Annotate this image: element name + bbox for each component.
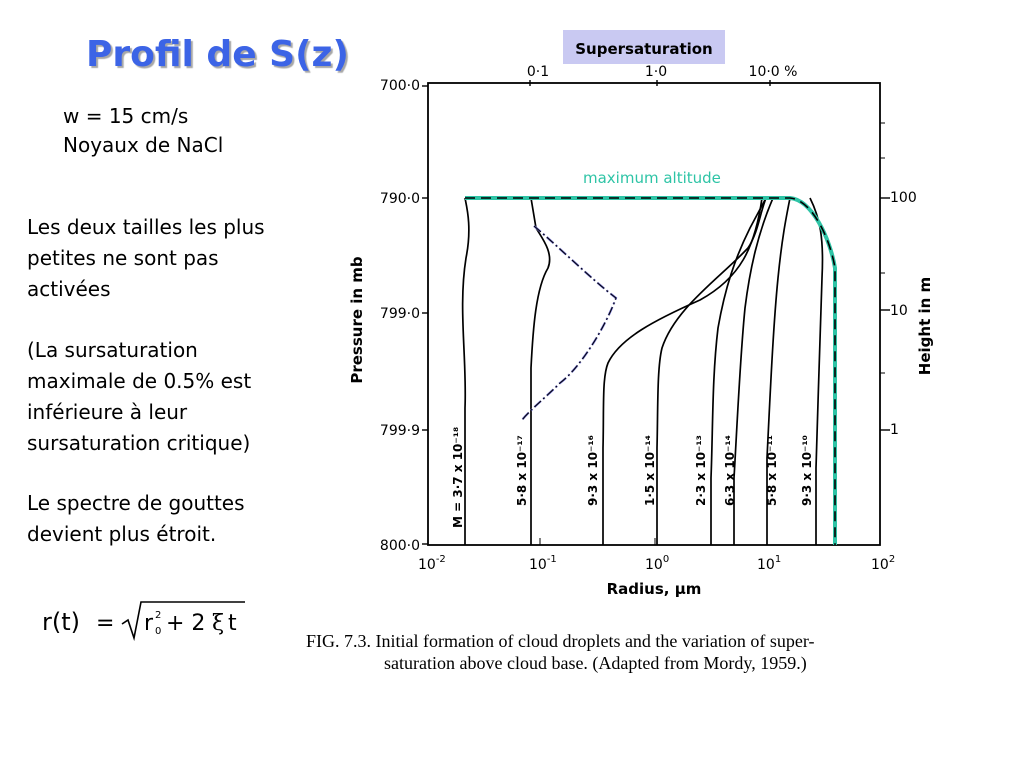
growth-formula: r(t) = r 2 0 + 2 ξ t xyxy=(42,601,245,642)
figure-caption: FIG. 7.3. Initial formation of cloud dro… xyxy=(306,630,1024,674)
x-tick-1-base: 10 xyxy=(529,557,547,573)
x-tick-0-exp: -2 xyxy=(436,554,446,565)
x-tick-4-base: 10 xyxy=(871,557,889,573)
curve-label-1: M = 3·7 x 10⁻¹⁸ xyxy=(451,427,465,528)
svg-text:10-1: 10-1 xyxy=(529,554,557,573)
x-tick-1-exp: -1 xyxy=(547,554,557,565)
supersat-tick-0: 0·1 xyxy=(527,64,549,80)
curve-6 xyxy=(733,197,774,545)
curve-label-2: 5·8 x 10⁻¹⁷ xyxy=(515,435,529,506)
x-axis-label: Radius, μm xyxy=(607,580,702,598)
curve-label-3: 9·3 x 10⁻¹⁶ xyxy=(586,435,600,506)
slide-title: Profil de S(z) xyxy=(86,34,349,75)
right-tick-2: 1 xyxy=(890,422,899,438)
svg-text:101: 101 xyxy=(757,554,781,573)
x-tick-4-exp: 2 xyxy=(889,554,895,565)
sqrt-sign-icon xyxy=(121,601,245,642)
x-tick-2-exp: 0 xyxy=(663,554,669,565)
x-tick-2-base: 10 xyxy=(645,557,663,573)
curve-2 xyxy=(530,197,551,545)
left-axis: 700·0 790·0 799·0 799·9 800·0 xyxy=(380,78,428,554)
curve-1 xyxy=(461,197,470,545)
right-tick-1: 10 xyxy=(890,303,908,319)
right-axis-label: Height in m xyxy=(916,277,934,375)
right-tick-0: 100 xyxy=(890,190,917,206)
formula-sup: 2 xyxy=(155,610,161,621)
parameters-block: w = 15 cm/s Noyaux de NaCl xyxy=(63,102,223,160)
svg-text:102: 102 xyxy=(871,554,895,573)
formula-r: r xyxy=(144,611,154,636)
left-tick-1: 790·0 xyxy=(380,191,420,207)
curve-3 xyxy=(602,197,763,545)
caption-line-2: saturation above cloud base. (Adapted fr… xyxy=(384,653,807,673)
supersaturation-label: Supersaturation xyxy=(575,40,713,58)
supersaturation-curve xyxy=(521,225,618,421)
growth-curves xyxy=(461,197,824,545)
plot-frame xyxy=(427,82,881,546)
curve-label-5: 2·3 x 10⁻¹³ xyxy=(694,435,708,506)
formula-t: t xyxy=(228,611,237,636)
curve-label-4: 1·5 x 10⁻¹⁴ xyxy=(643,435,657,506)
x-tick-3-base: 10 xyxy=(757,557,775,573)
right-axis: 100 10 1 xyxy=(880,122,917,438)
formula-equals: = xyxy=(96,611,114,636)
curve-label-group: M = 3·7 x 10⁻¹⁸ 5·8 x 10⁻¹⁷ 9·3 x 10⁻¹⁶ … xyxy=(451,427,814,528)
note-narrow-spectrum: Le spectre de gouttes devient plus étroi… xyxy=(27,491,245,546)
formula-lhs: r(t) xyxy=(42,608,80,636)
note-critical-supersaturation: (La sursaturation maximale de 0.5% est i… xyxy=(27,338,252,455)
curve-7 xyxy=(766,197,791,545)
note-not-activated: Les deux tailles les plus petites ne son… xyxy=(27,215,265,301)
left-tick-2: 799·0 xyxy=(380,306,420,322)
caption-line-1: FIG. 7.3. Initial formation of cloud dro… xyxy=(306,631,815,651)
curve-5 xyxy=(710,197,767,545)
curve-4 xyxy=(656,197,767,545)
supersaturation-label-box xyxy=(563,30,725,64)
formula-plus-two: + 2 xyxy=(166,611,205,636)
x-tick-3-exp: 1 xyxy=(775,554,781,565)
mordy-figure: Supersaturation 0·1 1·0 10·0 % 700·0 790… xyxy=(348,30,934,598)
curve-label-7: 5·8 x 10⁻¹¹ xyxy=(765,435,779,506)
left-tick-0: 700·0 xyxy=(380,78,420,94)
formula-xi: ξ xyxy=(212,611,224,636)
updraft-speed-text: w = 15 cm/s xyxy=(63,104,189,128)
left-tick-4: 800·0 xyxy=(380,538,420,554)
left-axis-label: Pressure in mb xyxy=(348,256,366,384)
svg-text:100: 100 xyxy=(645,554,669,573)
supersat-tick-1: 1·0 xyxy=(645,64,667,80)
supersat-tick-2: 10·0 % xyxy=(749,64,798,80)
svg-text:10-2: 10-2 xyxy=(418,554,446,573)
curve-label-8: 9·3 x 10⁻¹⁰ xyxy=(800,435,814,506)
x-tick-0-base: 10 xyxy=(418,557,436,573)
curve-label-6: 6·3 x 10⁻¹⁴ xyxy=(723,435,737,506)
maximum-altitude-label: maximum altitude xyxy=(583,169,721,187)
x-axis: 10-2 10-1 100 101 102 xyxy=(418,538,895,573)
nuclei-type-text: Noyaux de NaCl xyxy=(63,133,224,157)
formula-sub: 0 xyxy=(155,626,161,637)
left-tick-3: 799·9 xyxy=(380,423,420,439)
